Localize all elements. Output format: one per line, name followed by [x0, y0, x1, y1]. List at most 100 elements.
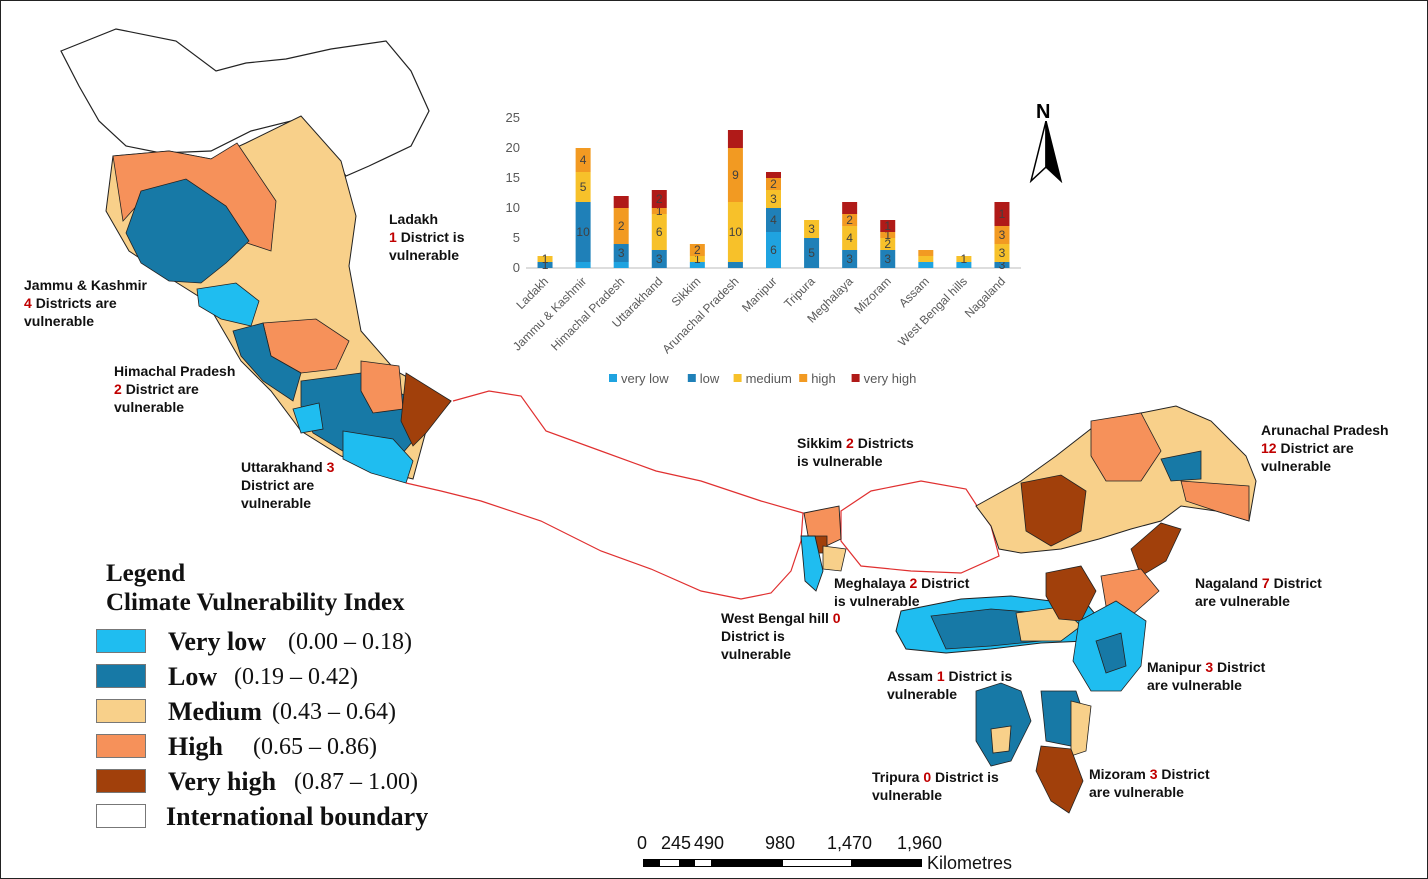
- chart-bar-segment: [575, 172, 591, 202]
- chart-x-tick-label: Assam: [896, 274, 932, 310]
- legend-item-low: Low (0.19 – 0.42): [96, 660, 476, 695]
- chart-data-label: 2: [656, 192, 663, 206]
- callout-assam-status: vulnerable: [887, 686, 958, 702]
- chart-data-label: 3: [656, 252, 663, 266]
- chart-bar-segment: [880, 238, 896, 250]
- chart-legend-label: low: [700, 371, 720, 386]
- callout-ladakh-text: District is: [400, 229, 465, 245]
- chart-bar-segment: [537, 262, 553, 268]
- chart-bar-segment: [689, 262, 705, 268]
- callout-mizoram: Mizoram 3 District are vulnerable: [1089, 765, 1210, 801]
- callout-nagaland-count: 7: [1261, 575, 1270, 591]
- callout-manipur-title: Manipur: [1147, 659, 1202, 675]
- hp-low-zone: [232, 322, 302, 402]
- chart-data-label: 2: [884, 237, 891, 251]
- callout-jk-text: Districts are: [35, 295, 117, 311]
- callout-meghalaya: Meghalaya 2 District is vulnerable: [834, 574, 969, 610]
- callout-nagaland-title: Nagaland: [1195, 575, 1259, 591]
- chart-bar-segment: [613, 196, 629, 208]
- callout-wb-count: 0: [832, 610, 841, 626]
- chart-bar-segment: [727, 148, 743, 202]
- chart-bar-segment: [956, 262, 972, 268]
- chart-bar-segment: [956, 256, 972, 262]
- legend-title: Legend: [106, 560, 186, 587]
- callout-uk-text: District are: [241, 477, 315, 493]
- legend-item-international-boundary: International boundary: [96, 800, 476, 835]
- map-legend: Legend Climate Vulnerability Index Very …: [96, 559, 476, 835]
- scale-label-490: 490: [694, 833, 725, 853]
- legend-swatch-low: [96, 664, 146, 688]
- arunachal-high-zone: [1090, 412, 1162, 482]
- chart-y-tick-label: 25: [506, 110, 520, 125]
- chart-bar-segment: [842, 202, 858, 214]
- callout-nagaland-text: District: [1273, 575, 1322, 591]
- callout-ap-status: vulnerable: [1261, 458, 1332, 474]
- chart-data-label: 3: [846, 252, 853, 266]
- callout-hp-status: vulnerable: [114, 399, 185, 415]
- chart-data-label: 10: [576, 225, 590, 239]
- callout-assam-text: District is: [948, 668, 1013, 684]
- chart-data-label: 4: [846, 231, 853, 245]
- callout-sikkim: Sikkim 2 Districts is vulnerable: [797, 434, 914, 470]
- callout-uk: Uttarakhand 3 District are vulnerable: [241, 458, 334, 512]
- callout-uk-status: vulnerable: [241, 495, 312, 511]
- chart-data-label: 4: [580, 153, 587, 167]
- chart-data-label: 3: [618, 246, 625, 260]
- chart-bar-segment: [727, 202, 743, 262]
- chart-bar-segment: [766, 208, 781, 232]
- chart-legend-swatch: [687, 374, 696, 382]
- chart-bar-segment: [689, 244, 705, 256]
- callout-manipur: Manipur 3 District are vulnerable: [1147, 658, 1265, 694]
- callout-meghalaya-text: District: [921, 575, 970, 591]
- arunachal-low-zone: [1160, 450, 1202, 482]
- callout-ap-title: Arunachal Pradesh: [1261, 422, 1389, 438]
- chart-bar-segment: [575, 202, 591, 262]
- callout-wb: West Bengal hill 0 District is vulnerabl…: [721, 609, 841, 663]
- legend-range-high: (0.65 – 0.86): [253, 734, 377, 760]
- chart-bar-segment: [880, 220, 896, 232]
- chart-bar-segment: [842, 250, 858, 268]
- callout-jk-title: Jammu & Kashmir: [24, 277, 147, 293]
- international-boundary-line: [405, 390, 804, 600]
- callout-hp-text: District are: [125, 381, 199, 397]
- chart-bar-segment: [537, 256, 553, 262]
- chart-data-label: 2: [618, 219, 625, 233]
- callout-tripura-status: vulnerable: [872, 787, 943, 803]
- chart-bar-segment: [651, 250, 667, 268]
- legend-item-very-high: Very high (0.87 – 1.00): [96, 765, 476, 800]
- legend-label-high: High: [168, 732, 223, 761]
- north-label: N: [1036, 101, 1051, 123]
- north-arrow: N: [1027, 101, 1065, 183]
- callout-jk-status: vulnerable: [24, 313, 95, 329]
- chart-bar-segment: [994, 202, 1010, 226]
- scale-segment-2: [659, 859, 680, 867]
- chart-bar-segment: [918, 256, 934, 262]
- callout-mizoram-count: 3: [1149, 766, 1158, 782]
- tripura-medium-zone: [990, 725, 1012, 754]
- callout-wb-status: vulnerable: [721, 646, 792, 662]
- chart-bar-segment: [766, 172, 781, 178]
- chart-data-label: 3: [770, 192, 777, 206]
- callout-meghalaya-count: 2: [909, 575, 918, 591]
- mizoram-medium-zone: [1070, 700, 1092, 757]
- legend-item-high: High (0.65 – 0.86): [96, 730, 476, 765]
- chart-data-label: 1: [542, 252, 549, 266]
- chart-bar-segment: [727, 262, 743, 268]
- chart-legend-swatch: [609, 374, 617, 382]
- legend-label-low: Low: [168, 662, 218, 691]
- chart-bar-segment: [613, 244, 629, 262]
- legend-swatch-international-boundary: [96, 804, 146, 828]
- chart-bar-segment: [651, 190, 667, 208]
- callout-meghalaya-status: is vulnerable: [834, 593, 920, 609]
- legend-item-very-low: Very low (0.00 – 0.18): [96, 625, 476, 660]
- chart-x-tick-label: Ladakh: [513, 274, 551, 312]
- chart-data-label: 1: [694, 252, 701, 266]
- chart-data-label: 1: [999, 207, 1006, 221]
- callout-assam-title: Assam: [887, 668, 933, 684]
- chart-data-label: 5: [580, 180, 587, 194]
- chart-y-tick-label: 10: [506, 200, 520, 215]
- chart-data-label: 3: [808, 222, 815, 236]
- scale-label-1470: 1,470: [827, 833, 873, 853]
- callout-ladakh: Ladakh 1 District is vulnerable: [389, 210, 465, 264]
- uk-veryhigh-zone: [400, 372, 452, 447]
